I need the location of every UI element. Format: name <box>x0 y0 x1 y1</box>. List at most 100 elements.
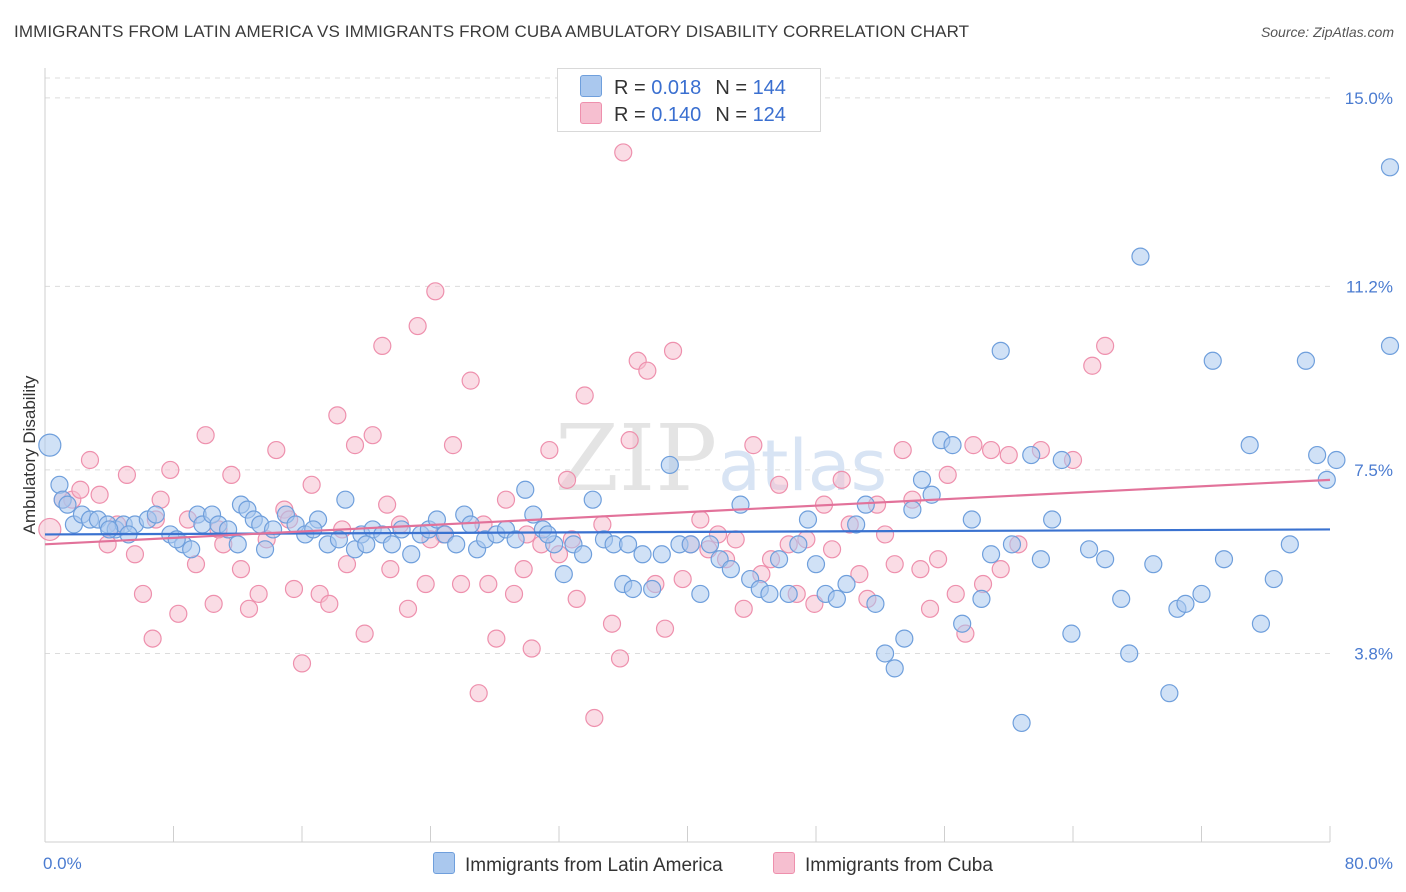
data-point <box>167 530 186 549</box>
data-point <box>885 659 904 678</box>
data-point <box>567 589 586 609</box>
data-point <box>850 565 869 584</box>
data-point <box>798 510 818 529</box>
data-point <box>638 361 657 380</box>
data-point <box>856 495 875 514</box>
data-point <box>506 530 525 549</box>
data-point <box>1062 624 1081 643</box>
data-point <box>726 530 745 549</box>
data-point <box>928 550 948 569</box>
data-point <box>302 475 321 494</box>
data-point <box>618 535 638 554</box>
data-point <box>663 341 683 360</box>
data-point <box>426 282 445 301</box>
data-point <box>538 525 557 544</box>
watermark-atlas: atlas <box>718 425 887 507</box>
data-point <box>196 426 215 445</box>
legend-row-cuba: R = 0.140 N = 124 <box>580 102 786 126</box>
data-point <box>903 500 922 519</box>
data-point <box>292 654 312 673</box>
data-point <box>837 574 856 594</box>
data-point <box>614 143 633 162</box>
data-point <box>643 579 662 599</box>
data-point <box>655 619 675 638</box>
legend-item-latin-america[interactable]: Immigrants from Latin America <box>433 852 723 877</box>
data-point <box>447 535 466 554</box>
data-point <box>721 560 740 579</box>
data-point <box>263 520 283 539</box>
data-point <box>806 555 826 574</box>
data-point <box>673 569 692 589</box>
data-point <box>443 436 463 455</box>
stats-legend: R = 0.018 N = 144 R = 0.140 N = 124 <box>557 68 821 132</box>
data-point <box>487 629 506 648</box>
data-point <box>1264 569 1283 589</box>
data-point <box>117 465 137 484</box>
data-point <box>769 475 789 494</box>
data-point <box>336 490 355 509</box>
data-point <box>875 644 895 663</box>
data-point <box>1120 644 1139 663</box>
legend-r-value: 0.018 <box>651 77 702 99</box>
data-point <box>514 560 533 579</box>
data-point <box>378 495 397 514</box>
data-point <box>381 560 400 579</box>
chart-source: Source: ZipAtlas.com <box>1260 24 1394 40</box>
data-point <box>1176 594 1195 613</box>
data-point <box>893 440 912 460</box>
x-tick-label: 0.0% <box>43 854 82 873</box>
data-point <box>1192 584 1211 604</box>
data-point <box>623 579 642 599</box>
data-point <box>1002 535 1022 554</box>
data-point <box>1043 510 1062 529</box>
data-point <box>911 560 930 579</box>
legend-n-value: 124 <box>752 104 786 126</box>
data-point <box>938 465 957 484</box>
chart-title: IMMIGRANTS FROM LATIN AMERICA VS IMMIGRA… <box>14 22 970 41</box>
legend-swatch-pink <box>773 852 795 874</box>
data-point <box>691 510 710 529</box>
data-point <box>1240 436 1259 455</box>
data-point <box>133 584 153 604</box>
data-point <box>1096 336 1115 355</box>
data-point <box>885 555 904 574</box>
data-point <box>620 431 639 450</box>
data-point <box>382 535 402 554</box>
data-point <box>847 515 866 534</box>
data-point <box>284 579 304 599</box>
data-point <box>146 505 165 524</box>
x-tick-label: 80.0% <box>1345 854 1393 873</box>
data-point <box>461 371 480 390</box>
data-point <box>402 545 421 564</box>
data-point <box>943 436 962 455</box>
legend-r-value: 0.140 <box>651 104 702 126</box>
data-point <box>1160 684 1179 703</box>
data-point <box>700 535 720 554</box>
data-point <box>392 520 411 539</box>
data-point <box>320 594 339 613</box>
data-point <box>204 594 223 613</box>
data-point <box>875 525 895 544</box>
data-point <box>1280 535 1299 554</box>
data-point <box>337 555 357 574</box>
data-point <box>469 684 488 703</box>
y-tick-label: 11.2% <box>1346 277 1393 296</box>
data-point <box>1131 247 1150 266</box>
data-point <box>231 560 251 579</box>
data-point <box>779 584 798 604</box>
data-point <box>328 406 347 425</box>
data-point <box>610 649 630 668</box>
data-point <box>734 599 753 618</box>
data-point <box>964 436 983 455</box>
data-point <box>38 433 62 457</box>
data-point <box>522 639 541 658</box>
data-point <box>1012 713 1031 733</box>
data-point <box>946 584 965 604</box>
data-point <box>575 386 594 405</box>
legend-item-cuba[interactable]: Immigrants from Cuba <box>773 852 993 877</box>
data-point <box>602 614 622 633</box>
data-point <box>228 535 247 554</box>
data-point <box>1308 445 1327 465</box>
data-point <box>90 485 109 504</box>
